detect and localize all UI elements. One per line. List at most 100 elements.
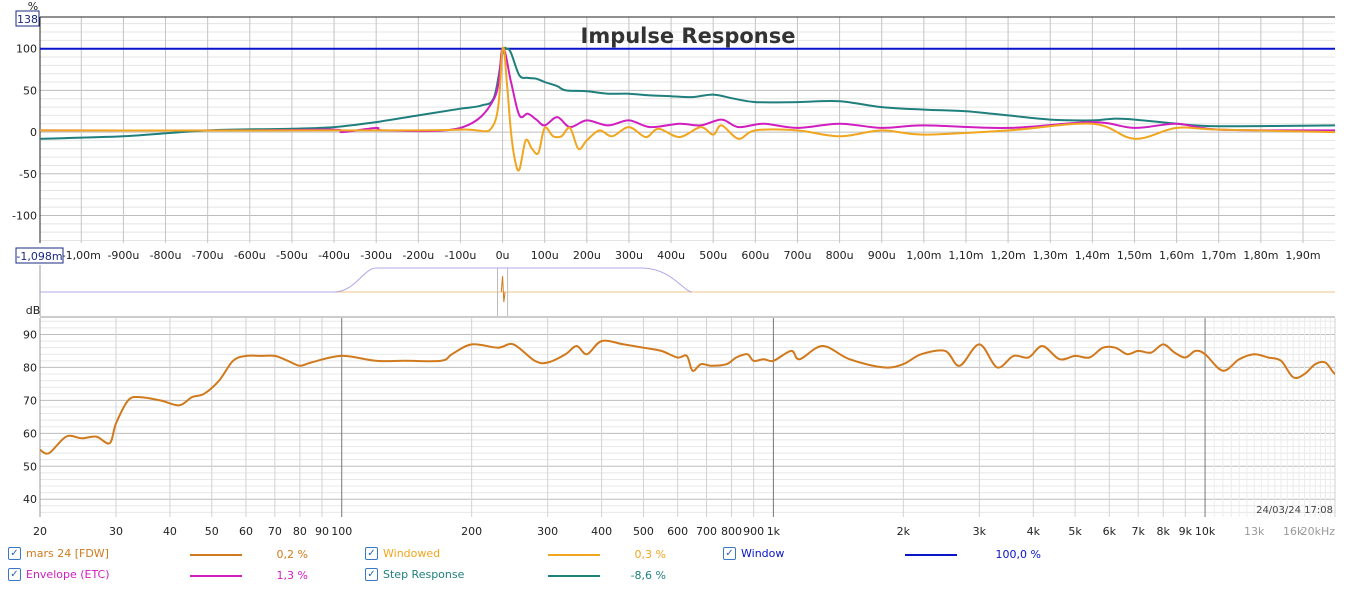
timestamp: 24/03/24 17:08 <box>1256 505 1333 516</box>
freq-tick-label: 40 <box>163 525 177 538</box>
legend-value: 100,0 % <box>995 548 1041 561</box>
legend-label: Envelope (ETC) <box>26 568 110 581</box>
freq-y-tick-label: 70 <box>23 394 37 407</box>
y-cursor-box[interactable] <box>15 10 40 27</box>
legend-value: 0,3 % <box>634 548 666 561</box>
freq-tick-label: 10k <box>1195 525 1216 538</box>
freq-tick-label: 30 <box>109 525 123 538</box>
x-tick-label: 700u <box>783 249 811 262</box>
frequency-series <box>40 339 1335 455</box>
x-tick-label: 1,70m <box>1201 249 1236 262</box>
freq-tick-label: 200 <box>461 525 482 538</box>
legend-swatch <box>548 554 600 556</box>
x-tick-label: -100u <box>444 249 476 262</box>
freq-tick-label: 7k <box>1132 525 1146 538</box>
freq-y-tick-label: 40 <box>23 493 37 506</box>
x-tick-label: -800u <box>150 249 182 262</box>
freq-tick-label: 80 <box>293 525 307 538</box>
freq-y-tick-label: 50 <box>23 460 37 473</box>
freq-tick-label: 400 <box>591 525 612 538</box>
y-cursor-label[interactable]: 138 <box>17 13 38 26</box>
x-tick-label: 1,00m <box>906 249 941 262</box>
x-tick-label: 100u <box>531 249 559 262</box>
series-step-response <box>39 46 1336 140</box>
freq-tick-label: 60 <box>239 525 253 538</box>
freq-y-tick-label: 90 <box>23 328 37 341</box>
legend-label: Window <box>741 547 785 560</box>
y-tick-label: 100 <box>16 43 37 56</box>
window-shape <box>40 267 693 293</box>
legend-item[interactable]: ✓ Envelope (ETC) <box>8 568 110 581</box>
freq-tick-label: 9k <box>1179 525 1193 538</box>
x-tick-label: -900u <box>107 249 139 262</box>
legend-value: -8,6 % <box>630 569 666 582</box>
freq-tick-label: 4k <box>1027 525 1041 538</box>
freq-tick-label: 70 <box>268 525 282 538</box>
freq-tick-label: 900 <box>743 525 764 538</box>
x-tick-label: 600u <box>741 249 769 262</box>
x-tick-label: -200u <box>402 249 434 262</box>
x-tick-label: 0u <box>496 249 510 262</box>
x-tick-label: 1,80m <box>1243 249 1278 262</box>
legend-swatch <box>905 554 957 556</box>
legend-label: Windowed <box>383 547 441 560</box>
y-tick-label: 0 <box>30 126 37 139</box>
freq-tick-label: 500 <box>633 525 654 538</box>
x-tick-label: -600u <box>234 249 266 262</box>
legend-checkbox[interactable]: ✓ <box>8 568 21 581</box>
x-tick-label: 1,10m <box>948 249 983 262</box>
x-tick-label: 800u <box>826 249 854 262</box>
x-tick-label: 400u <box>657 249 685 262</box>
legend-label: Step Response <box>383 568 465 581</box>
freq-tick-label: 1k <box>767 525 781 538</box>
y-unit-label: % <box>28 0 38 13</box>
freq-tick-label: 90 <box>315 525 329 538</box>
x-tick-label: 1,60m <box>1159 249 1194 262</box>
x-tick-label: -1,00m <box>62 249 101 262</box>
legend-label: mars 24 [FDW] <box>26 547 109 560</box>
impulse-spike <box>500 275 506 303</box>
freq-tick-label: 8k <box>1157 525 1171 538</box>
x-tick-label: -300u <box>360 249 392 262</box>
freq-tick-label: 20kHz <box>1301 525 1336 538</box>
freq-tick-label: 2k <box>897 525 911 538</box>
legend-checkbox[interactable]: ✓ <box>8 547 21 560</box>
x-tick-label: 1,50m <box>1117 249 1152 262</box>
legend-checkbox[interactable]: ✓ <box>723 547 736 560</box>
freq-tick-label: 16k <box>1283 525 1304 538</box>
x-tick-label: -400u <box>318 249 350 262</box>
freq-tick-label: 6k <box>1103 525 1117 538</box>
frequency-grid <box>39 318 1336 517</box>
legend-swatch <box>190 575 242 577</box>
x-tick-label: 900u <box>868 249 896 262</box>
freq-tick-label: 600 <box>667 525 688 538</box>
x-tick-label: -700u <box>192 249 224 262</box>
x-tick-label: 500u <box>699 249 727 262</box>
freq-y-tick-label: 60 <box>23 427 37 440</box>
window-panel <box>39 265 1335 318</box>
legend-item[interactable]: ✓ Windowed <box>365 547 440 560</box>
freq-y-tick-label: 80 <box>23 361 37 374</box>
x-tick-label: -500u <box>276 249 308 262</box>
x-cursor-label[interactable]: -1,098m <box>16 250 62 263</box>
freq-tick-label: 50 <box>205 525 219 538</box>
freq-tick-label: 800 <box>721 525 742 538</box>
x-tick-label: 1,90m <box>1285 249 1320 262</box>
legend-checkbox[interactable]: ✓ <box>365 568 378 581</box>
freq-tick-label: 3k <box>973 525 987 538</box>
legend-item[interactable]: ✓ Step Response <box>365 568 464 581</box>
x-tick-label: 200u <box>573 249 601 262</box>
legend-swatch <box>548 575 600 577</box>
series-mars-24-fdw <box>40 339 1335 455</box>
legend-item[interactable]: ✓ Window <box>723 547 784 560</box>
freq-tick-label: 13k <box>1244 525 1265 538</box>
legend-checkbox[interactable]: ✓ <box>365 547 378 560</box>
legend-item[interactable]: ✓ mars 24 [FDW] <box>8 547 109 560</box>
x-tick-label: 300u <box>615 249 643 262</box>
x-cursor-box[interactable] <box>15 247 64 264</box>
x-tick-label: 1,40m <box>1075 249 1110 262</box>
freq-tick-label: 700 <box>696 525 717 538</box>
x-tick-label: 1,20m <box>990 249 1025 262</box>
